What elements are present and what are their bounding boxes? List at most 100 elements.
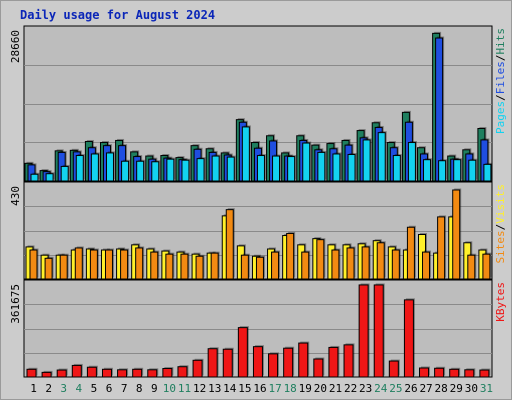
bar-visits — [135, 246, 145, 280]
bar-visits — [180, 252, 190, 280]
bar-visits — [44, 256, 54, 280]
bar-kbytes — [373, 283, 385, 378]
bar-visits — [89, 248, 99, 280]
bar-visits — [316, 238, 326, 280]
bar-kbytes — [192, 358, 204, 378]
bar-kbytes — [147, 368, 159, 378]
bar-kbytes — [479, 368, 491, 378]
bar-kbytes — [162, 367, 174, 378]
bar-kbytes — [449, 367, 461, 378]
bar-pages — [121, 159, 131, 182]
bar-visits — [406, 225, 416, 280]
chart-title: Daily usage for August 2024 — [20, 8, 216, 22]
bar-visits — [437, 215, 447, 280]
x-tick-label: 8 — [136, 382, 143, 395]
bar-visits — [422, 250, 432, 280]
bar-kbytes — [388, 359, 400, 378]
bar-visits — [165, 252, 175, 280]
bar-kbytes — [252, 345, 264, 378]
bar-visits — [210, 251, 220, 280]
bar-visits — [452, 188, 462, 280]
bar-kbytes — [283, 346, 295, 378]
bar-kbytes — [298, 341, 310, 378]
bar-pages — [272, 154, 282, 182]
bar-pages — [453, 158, 463, 182]
bar-pages — [302, 141, 312, 182]
bar-pages — [392, 154, 402, 182]
legend-label: Sites/Visits — [494, 184, 507, 264]
bar-pages — [136, 159, 146, 182]
bar-visits — [361, 245, 371, 280]
bar-kbytes — [403, 298, 415, 378]
x-tick-label: 28 — [435, 382, 448, 395]
bar-kbytes — [86, 365, 98, 378]
bar-pages — [423, 158, 433, 182]
x-tick-label: 14 — [223, 382, 237, 395]
bar-pages — [151, 160, 161, 182]
x-tick-label: 29 — [450, 382, 463, 395]
legend-label: Pages/Files/Hits — [494, 28, 507, 134]
bar-pages — [362, 138, 372, 182]
x-tick-label: 13 — [208, 382, 221, 395]
bar-pages — [211, 154, 221, 182]
x-tick-label: 30 — [465, 382, 478, 395]
bar-visits — [301, 250, 311, 280]
bar-pages — [317, 150, 327, 182]
x-tick-label: 16 — [253, 382, 266, 395]
bar-kbytes — [132, 367, 144, 378]
bar-visits — [391, 248, 401, 280]
bar-visits — [286, 231, 296, 280]
bar-pages — [407, 141, 417, 182]
bar-visits — [150, 250, 160, 280]
x-tick-label: 26 — [404, 382, 417, 395]
bar-pages — [483, 162, 493, 182]
x-tick-label: 10 — [163, 382, 176, 395]
bar-visits — [74, 246, 84, 280]
bar-pages — [347, 152, 357, 182]
bar-pages — [75, 154, 85, 182]
bar-visits — [482, 252, 492, 280]
bar-kbytes — [268, 352, 280, 378]
x-tick-label: 27 — [419, 382, 432, 395]
bar-pages — [166, 157, 176, 182]
y-max-tick-label: 361675 — [9, 284, 22, 324]
bar-visits — [255, 255, 265, 280]
bar-pages — [226, 155, 236, 182]
x-tick-label: 2 — [45, 382, 52, 395]
bar-kbytes — [222, 347, 234, 378]
bar-visits — [59, 253, 69, 280]
x-tick-label: 21 — [329, 382, 342, 395]
legend-sites: Sites — [494, 230, 507, 263]
x-tick-label: 22 — [344, 382, 357, 395]
bar-pages — [287, 155, 297, 182]
bar-pages — [45, 172, 55, 182]
x-tick-label: 23 — [359, 382, 372, 395]
bar-kbytes — [434, 366, 446, 378]
y-max-tick-label: 28660 — [9, 30, 22, 63]
x-tick-label: 9 — [151, 382, 158, 395]
bar-kbytes — [358, 283, 370, 378]
x-tick-label: 4 — [76, 382, 83, 395]
bar-kbytes — [313, 357, 325, 378]
y-max-tick-label: 430 — [9, 186, 22, 206]
bar-pages — [468, 158, 478, 182]
legend-pages: Pages — [494, 101, 507, 134]
bar-kbytes — [419, 366, 431, 378]
bar-visits — [104, 248, 114, 280]
bar-pages — [241, 125, 251, 182]
bar-kbytes — [56, 368, 68, 378]
x-tick-label: 7 — [121, 382, 128, 395]
bar-pages — [377, 131, 387, 182]
x-tick-label: 17 — [268, 382, 281, 395]
x-tick-label: 12 — [193, 382, 206, 395]
bar-visits — [225, 208, 235, 280]
bar-pages — [438, 159, 448, 182]
bar-pages — [90, 152, 100, 182]
bar-visits — [376, 241, 386, 280]
bar-kbytes — [207, 347, 219, 378]
bar-visits — [120, 248, 130, 280]
bar-pages — [196, 157, 206, 182]
bar-kbytes — [41, 370, 53, 378]
bar-visits — [346, 246, 356, 280]
